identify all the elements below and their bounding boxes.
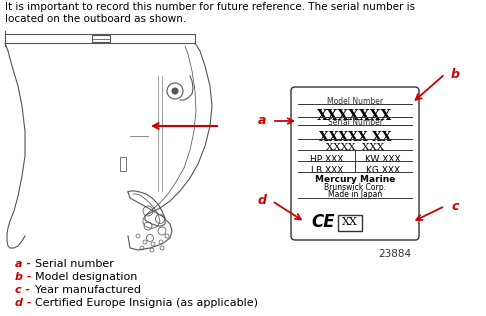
- Text: XXXXX XX: XXXXX XX: [319, 131, 391, 144]
- Bar: [92, 35, 110, 42]
- Text: d: d: [258, 195, 266, 208]
- Bar: [338, 215, 362, 231]
- Circle shape: [445, 196, 465, 216]
- FancyBboxPatch shape: [291, 87, 419, 240]
- Text: LB XXX: LB XXX: [311, 166, 343, 175]
- Text: Model Number: Model Number: [327, 97, 383, 106]
- Text: b: b: [451, 68, 459, 81]
- Text: Serial number: Serial number: [35, 259, 114, 269]
- Text: XXXXXXX: XXXXXXX: [317, 109, 393, 123]
- Text: c -: c -: [15, 285, 30, 295]
- Text: 23884: 23884: [379, 249, 412, 259]
- Text: Mercury Marine: Mercury Marine: [315, 175, 395, 184]
- Text: located on the outboard as shown.: located on the outboard as shown.: [5, 14, 186, 24]
- Text: b -: b -: [15, 272, 32, 282]
- Circle shape: [445, 64, 465, 84]
- Circle shape: [172, 88, 178, 94]
- Text: KW XXX: KW XXX: [365, 155, 401, 164]
- Text: Year manufactured: Year manufactured: [35, 285, 141, 295]
- Text: c: c: [451, 199, 459, 212]
- Text: a: a: [258, 114, 266, 127]
- Text: Serial Number: Serial Number: [328, 118, 382, 127]
- Circle shape: [252, 191, 272, 211]
- Text: Made in Japan: Made in Japan: [328, 190, 382, 199]
- Circle shape: [252, 111, 272, 131]
- Text: CE: CE: [311, 213, 335, 231]
- Text: Certified Europe Insignia (as applicable): Certified Europe Insignia (as applicable…: [35, 298, 258, 308]
- Text: XXXX  XXX: XXXX XXX: [326, 143, 384, 152]
- Text: HP XXX: HP XXX: [311, 155, 344, 164]
- Text: XX: XX: [342, 217, 358, 227]
- Text: Model designation: Model designation: [35, 272, 138, 282]
- Text: KG XXX: KG XXX: [366, 166, 400, 175]
- Text: Brunswick Corp.: Brunswick Corp.: [324, 183, 386, 192]
- Text: d -: d -: [15, 298, 32, 308]
- Text: a -: a -: [15, 259, 31, 269]
- Text: It is important to record this number for future reference. The serial number is: It is important to record this number fo…: [5, 2, 415, 12]
- Bar: [120, 157, 126, 171]
